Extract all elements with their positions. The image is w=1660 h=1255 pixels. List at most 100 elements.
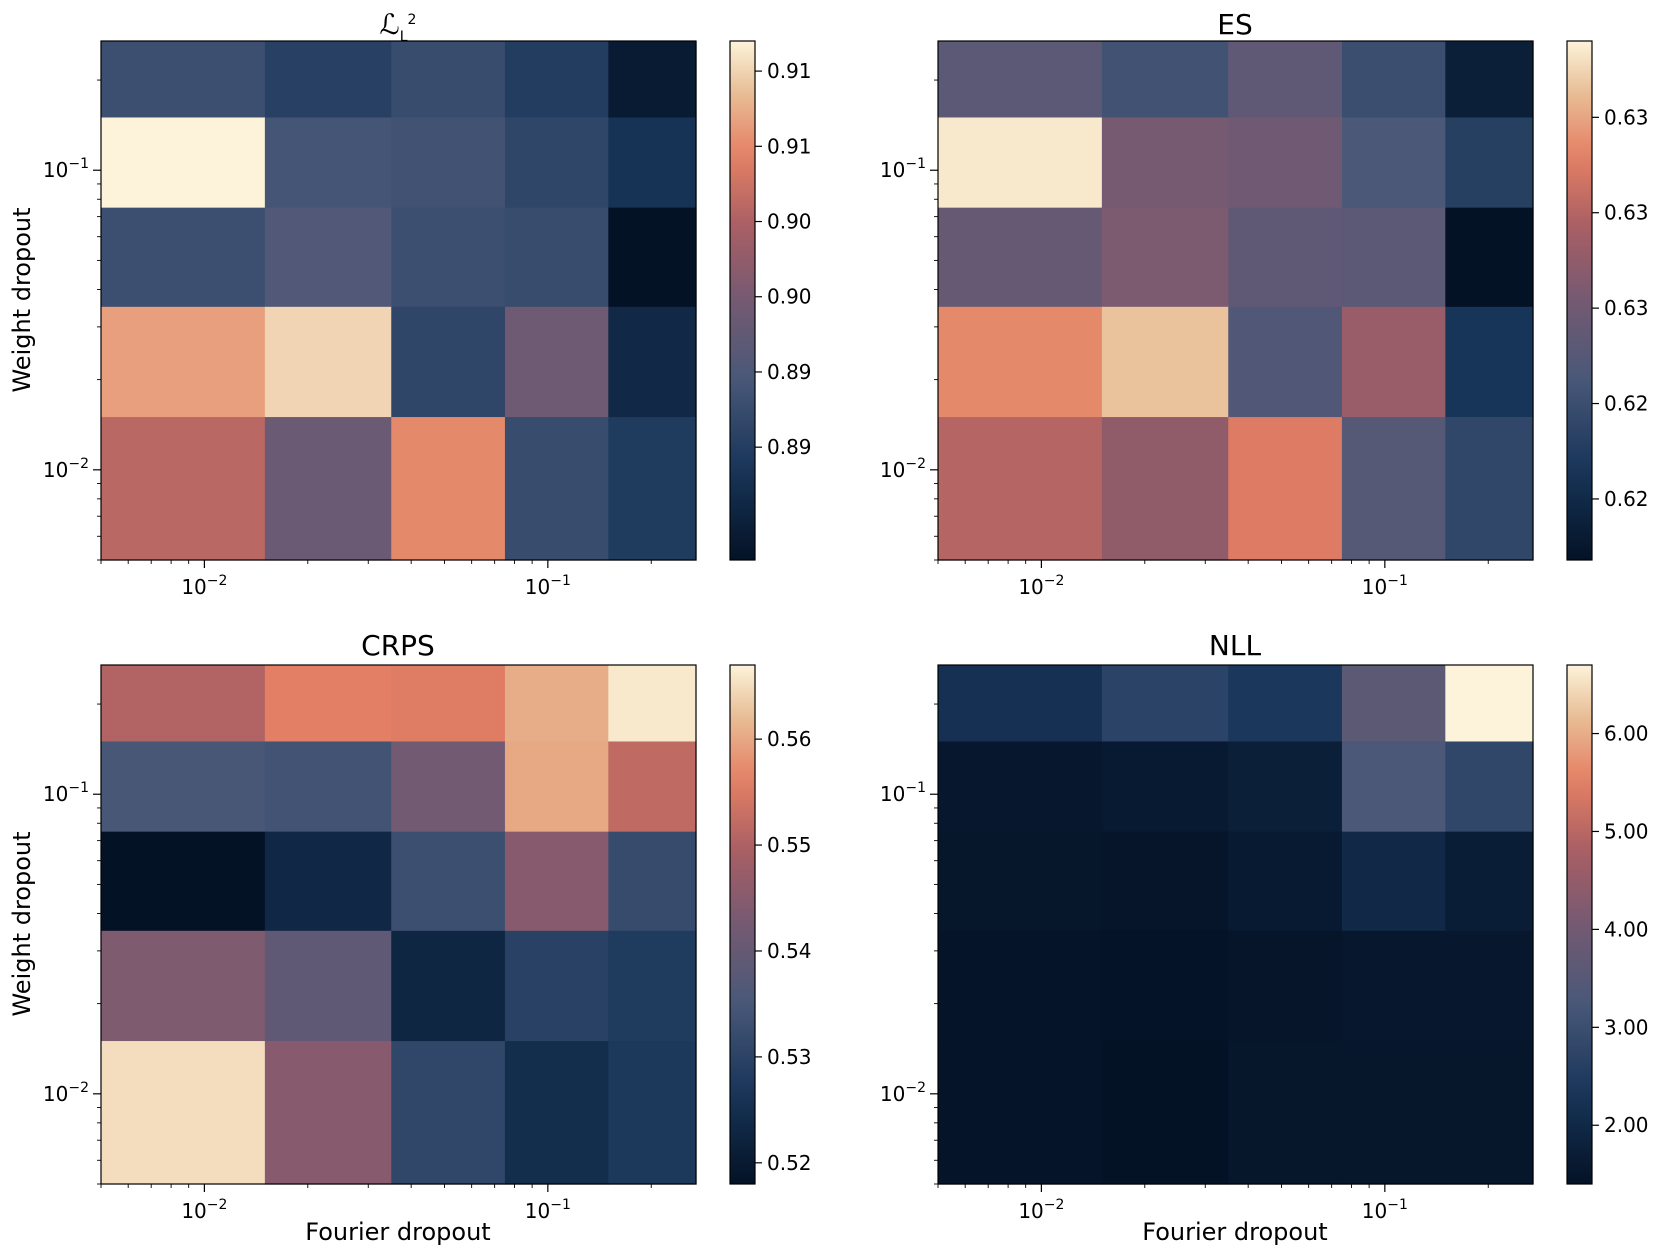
x-axis-ticks: 10−2 10−1 xyxy=(937,560,1489,599)
heatmap-cell xyxy=(101,1041,266,1185)
colorbar-tick-label: 0.90 xyxy=(767,285,812,309)
heatmap-cell xyxy=(608,117,697,209)
y-tick-label: 10−2 xyxy=(880,456,926,482)
heatmap-cell xyxy=(101,831,266,932)
heatmap-cell xyxy=(1101,41,1229,119)
heatmap-cell xyxy=(938,831,1103,932)
colorbar-tick-label: 0.90 xyxy=(767,210,812,234)
heatmap-cells xyxy=(938,41,1534,561)
colorbar-tick-label: 4.00 xyxy=(1604,917,1649,941)
heatmap-cell xyxy=(101,117,266,209)
colorbar: 2.00 3.00 4.00 5.00 6.00 xyxy=(1566,664,1649,1185)
y-tick-label: 10−1 xyxy=(880,156,926,182)
heatmap-cell xyxy=(1228,930,1343,1042)
plot-frame xyxy=(100,40,697,561)
plot-frame xyxy=(937,40,1534,561)
heatmap-cell xyxy=(101,41,266,119)
colorbar: 0.52 0.53 0.54 0.55 0.56 xyxy=(729,664,812,1185)
heatmap-cell xyxy=(938,665,1103,743)
y-tick-label: 10−2 xyxy=(43,1080,89,1106)
y-axis-label: Weight dropout xyxy=(8,831,36,1016)
colorbar-tick-label: 0.63 xyxy=(1604,296,1649,320)
heatmap-cell xyxy=(1101,1041,1229,1185)
heatmap-cell xyxy=(1341,306,1446,418)
heatmap-cell xyxy=(608,306,697,418)
colorbar-gradient xyxy=(1566,40,1593,561)
colorbar-gradient xyxy=(729,40,756,561)
heatmap-cell xyxy=(264,665,392,743)
plot-frame xyxy=(937,664,1534,1185)
heatmap-cell xyxy=(504,117,609,209)
heatmap-cell xyxy=(1341,417,1446,561)
heatmap-cell xyxy=(504,665,609,743)
heatmap-cell xyxy=(504,41,609,119)
heatmap-cell xyxy=(264,831,392,932)
y-tick-label: 10−1 xyxy=(43,780,89,806)
heatmap-cells xyxy=(101,665,697,1185)
x-tick-label: 10−1 xyxy=(1362,1197,1408,1223)
heatmap-cell xyxy=(1445,117,1534,209)
colorbar-tick-label: 0.53 xyxy=(767,1045,812,1069)
heatmap-cell xyxy=(1341,41,1446,119)
heatmap-cell xyxy=(608,741,697,833)
heatmap-cell xyxy=(1445,417,1534,561)
heatmap-cell xyxy=(264,207,392,308)
colorbar-tick-label: 0.91 xyxy=(767,59,812,83)
heatmap-cell xyxy=(938,417,1103,561)
heatmap-cell xyxy=(608,831,697,932)
heatmap-cell xyxy=(1101,665,1229,743)
heatmap-cell xyxy=(1228,831,1343,932)
heatmap-cell xyxy=(608,1041,697,1185)
heatmap-cell xyxy=(1228,417,1343,561)
panel-title: ES xyxy=(1217,8,1252,41)
heatmap-cell xyxy=(504,930,609,1042)
heatmap-cell xyxy=(608,417,697,561)
heatmap-cell xyxy=(938,207,1103,308)
heatmap-cell xyxy=(101,741,266,833)
heatmap-cell xyxy=(938,930,1103,1042)
heatmap-cell xyxy=(101,930,266,1042)
colorbar-tick-label: 5.00 xyxy=(1604,819,1649,843)
heatmap-cell xyxy=(264,930,392,1042)
heatmap-cell xyxy=(101,207,266,308)
colorbar-tick-label: 6.00 xyxy=(1604,722,1649,746)
y-tick-label: 10−2 xyxy=(43,456,89,482)
heatmap-cell xyxy=(1228,207,1343,308)
panel-l2: ℒL2 10−2 10−1 10−1 10−2 Weight dropout 0.8… xyxy=(8,8,812,599)
y-axis-ticks: 10−1 10−2 xyxy=(43,79,101,561)
heatmap-cell xyxy=(264,741,392,833)
colorbar-tick-label: 2.00 xyxy=(1604,1113,1649,1137)
heatmap-cell xyxy=(1228,117,1343,209)
heatmap-cell xyxy=(1101,417,1229,561)
heatmap-cell xyxy=(1101,306,1229,418)
heatmap-cell xyxy=(1341,207,1446,308)
heatmap-cell xyxy=(1101,207,1229,308)
heatmap-cell xyxy=(504,306,609,418)
heatmap-cell xyxy=(608,930,697,1042)
heatmap-cell xyxy=(1445,741,1534,833)
y-axis-label: Weight dropout xyxy=(8,207,36,392)
x-axis-ticks: 10−2 10−1 xyxy=(100,560,652,599)
heatmap-cell xyxy=(264,306,392,418)
colorbar-gradient xyxy=(729,664,756,1185)
x-axis-ticks: 10−2 10−1 xyxy=(937,1184,1489,1223)
heatmap-cell xyxy=(504,741,609,833)
panel-es: ES 10−2 10−1 10−110−2 0.620.620.630.630.6… xyxy=(880,8,1649,599)
x-tick-label: 10−2 xyxy=(1018,1197,1064,1223)
colorbar: 0.89 0.89 0.90 0.90 0.91 0.91 xyxy=(729,40,812,561)
heatmap-cell xyxy=(101,306,266,418)
heatmap-cell xyxy=(1101,117,1229,209)
heatmap-cell xyxy=(391,1041,506,1185)
colorbar-tick-label: 0.55 xyxy=(767,833,812,857)
colorbar-tick-label: 0.63 xyxy=(1604,105,1649,129)
y-tick-label: 10−2 xyxy=(880,1080,926,1106)
colorbar-tick-label: 0.52 xyxy=(767,1151,812,1175)
heatmap-cell xyxy=(1445,306,1534,418)
heatmap-cell xyxy=(264,41,392,119)
heatmap-cell xyxy=(391,207,506,308)
colorbar-tick-label: 0.54 xyxy=(767,939,812,963)
colorbar-gradient xyxy=(1566,664,1593,1185)
x-axis-label: Fourier dropout xyxy=(305,1218,490,1246)
x-tick-label: 10−1 xyxy=(525,1197,571,1223)
